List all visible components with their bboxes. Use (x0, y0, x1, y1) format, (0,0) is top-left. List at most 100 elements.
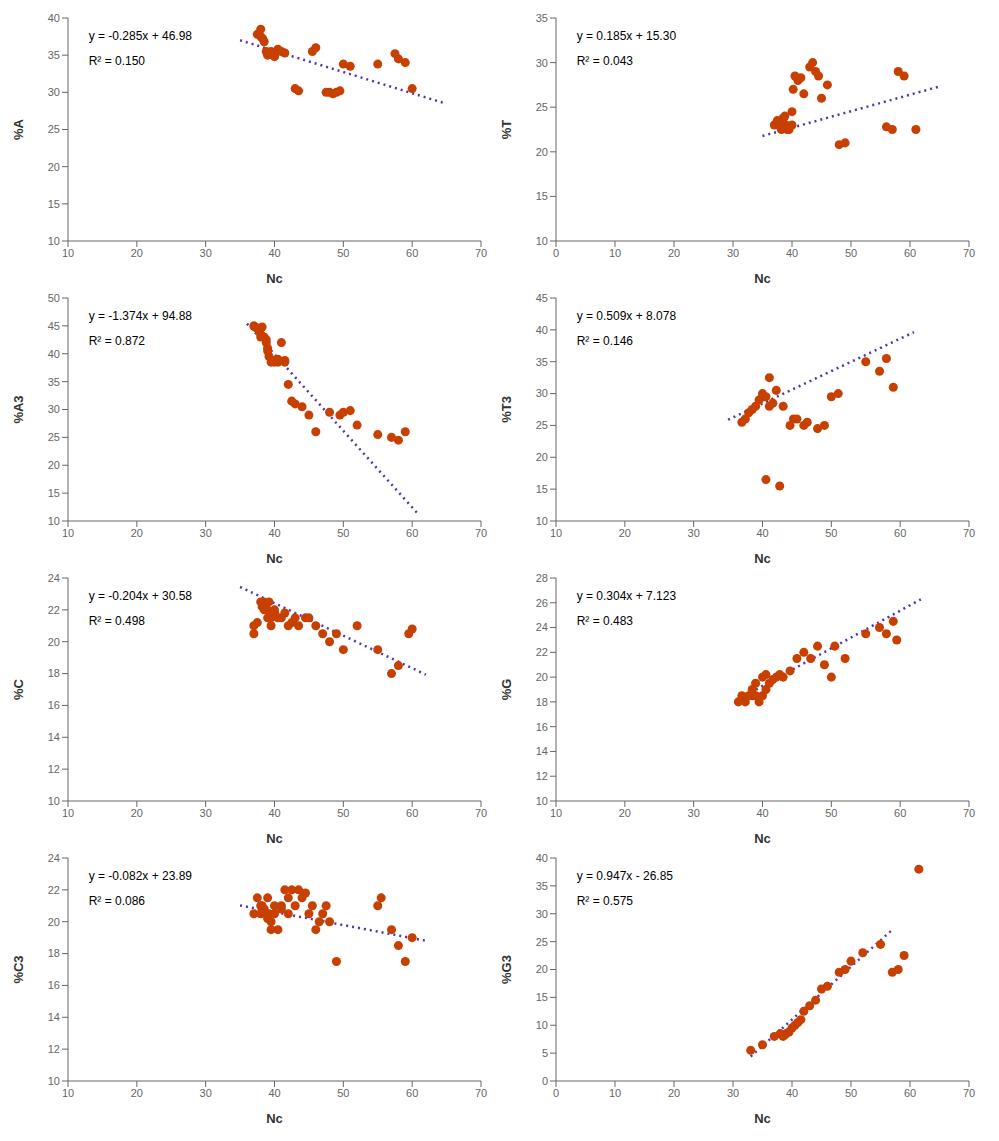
svg-text:40: 40 (268, 1087, 280, 1099)
svg-text:24: 24 (536, 621, 548, 633)
svg-text:15: 15 (536, 483, 548, 495)
svg-text:60: 60 (406, 247, 418, 259)
svg-text:0: 0 (553, 247, 559, 259)
svg-text:12: 12 (536, 770, 548, 782)
svg-text:10: 10 (609, 247, 621, 259)
svg-text:20: 20 (48, 161, 60, 173)
svg-text:30: 30 (200, 1087, 212, 1099)
svg-text:50: 50 (337, 1087, 349, 1099)
svg-text:20: 20 (131, 527, 143, 539)
svg-text:40: 40 (786, 1087, 798, 1099)
svg-text:70: 70 (963, 527, 975, 539)
svg-text:60: 60 (894, 807, 906, 819)
svg-text:30: 30 (48, 403, 60, 415)
svg-text:10: 10 (550, 527, 562, 539)
svg-text:15: 15 (48, 487, 60, 499)
svg-text:45: 45 (48, 320, 60, 332)
svg-text:40: 40 (756, 807, 768, 819)
svg-text:60: 60 (406, 1087, 418, 1099)
svg-text:%A3: %A3 (11, 395, 26, 423)
svg-text:30: 30 (688, 807, 700, 819)
svg-text:12: 12 (48, 1043, 60, 1055)
svg-text:0: 0 (553, 1087, 559, 1099)
svg-text:30: 30 (200, 807, 212, 819)
svg-text:15: 15 (48, 198, 60, 210)
svg-text:20: 20 (131, 247, 143, 259)
svg-text:15: 15 (536, 991, 548, 1003)
svg-text:50: 50 (337, 807, 349, 819)
svg-text:10: 10 (536, 1019, 548, 1031)
svg-text:50: 50 (825, 527, 837, 539)
svg-text:10: 10 (62, 1087, 74, 1099)
svg-text:10: 10 (62, 527, 74, 539)
svg-text:50: 50 (337, 247, 349, 259)
svg-text:30: 30 (536, 57, 548, 69)
svg-text:16: 16 (48, 979, 60, 991)
svg-text:70: 70 (963, 807, 975, 819)
svg-text:40: 40 (536, 324, 548, 336)
svg-text:25: 25 (48, 431, 60, 443)
svg-text:20: 20 (619, 807, 631, 819)
svg-text:22: 22 (536, 646, 548, 658)
svg-text:10: 10 (536, 795, 548, 807)
svg-text:20: 20 (536, 451, 548, 463)
svg-text:30: 30 (727, 247, 739, 259)
svg-text:60: 60 (406, 807, 418, 819)
svg-text:40: 40 (756, 527, 768, 539)
svg-text:20: 20 (619, 527, 631, 539)
svg-text:50: 50 (845, 247, 857, 259)
svg-text:10: 10 (48, 235, 60, 247)
svg-text:%T: %T (499, 120, 514, 140)
svg-text:%A: %A (11, 118, 26, 140)
svg-text:70: 70 (475, 247, 487, 259)
svg-text:18: 18 (48, 947, 60, 959)
svg-text:30: 30 (48, 86, 60, 98)
svg-text:5: 5 (542, 1047, 548, 1059)
svg-text:70: 70 (963, 247, 975, 259)
svg-text:Nc: Nc (754, 551, 771, 566)
svg-text:10: 10 (536, 515, 548, 527)
svg-text:70: 70 (475, 527, 487, 539)
svg-text:60: 60 (904, 1087, 916, 1099)
svg-text:22: 22 (48, 604, 60, 616)
svg-text:35: 35 (536, 12, 548, 24)
svg-text:Nc: Nc (266, 831, 283, 846)
svg-text:20: 20 (668, 247, 680, 259)
svg-text:%C3: %C3 (11, 955, 26, 983)
svg-text:40: 40 (268, 807, 280, 819)
svg-text:24: 24 (48, 852, 60, 864)
svg-text:20: 20 (536, 146, 548, 158)
svg-text:20: 20 (48, 916, 60, 928)
svg-text:35: 35 (48, 49, 60, 61)
svg-text:Nc: Nc (266, 271, 283, 286)
svg-text:70: 70 (475, 1087, 487, 1099)
svg-text:Nc: Nc (754, 1111, 771, 1126)
svg-text:40: 40 (268, 527, 280, 539)
svg-text:40: 40 (786, 247, 798, 259)
svg-text:%G: %G (499, 679, 514, 701)
svg-text:35: 35 (536, 880, 548, 892)
svg-text:50: 50 (48, 292, 60, 304)
svg-text:12: 12 (48, 763, 60, 775)
svg-text:60: 60 (894, 527, 906, 539)
svg-text:35: 35 (48, 376, 60, 388)
svg-text:15: 15 (536, 190, 548, 202)
svg-text:30: 30 (536, 387, 548, 399)
svg-text:20: 20 (131, 1087, 143, 1099)
svg-text:16: 16 (48, 699, 60, 711)
svg-text:20: 20 (48, 459, 60, 471)
svg-text:26: 26 (536, 597, 548, 609)
svg-text:20: 20 (536, 963, 548, 975)
svg-text:16: 16 (536, 721, 548, 733)
svg-text:40: 40 (536, 852, 548, 864)
svg-text:25: 25 (536, 936, 548, 948)
svg-text:20: 20 (48, 636, 60, 648)
svg-text:20: 20 (536, 671, 548, 683)
svg-text:60: 60 (406, 527, 418, 539)
svg-text:Nc: Nc (266, 1111, 283, 1126)
svg-text:20: 20 (131, 807, 143, 819)
svg-text:10: 10 (62, 807, 74, 819)
svg-text:35: 35 (536, 356, 548, 368)
svg-text:60: 60 (904, 247, 916, 259)
svg-text:40: 40 (48, 12, 60, 24)
